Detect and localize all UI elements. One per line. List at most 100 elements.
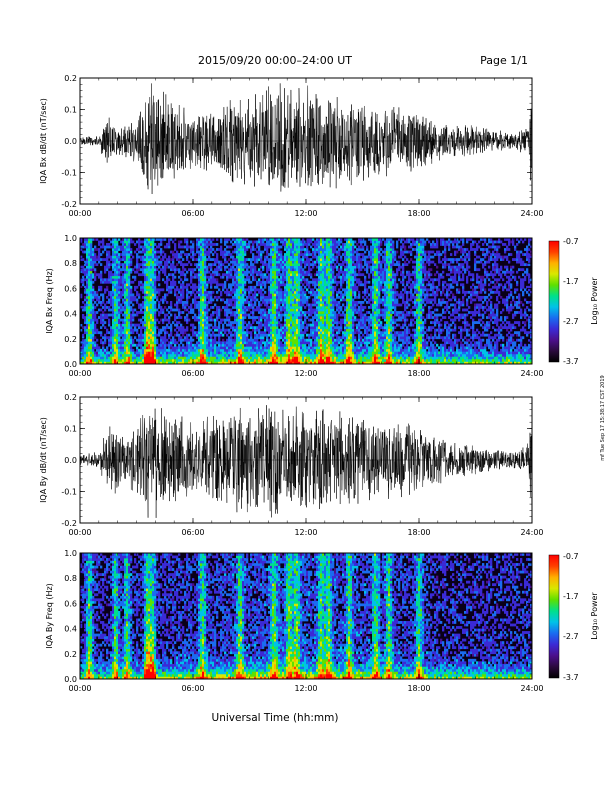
spectrogram-cell	[270, 288, 273, 292]
spectrogram-cell	[216, 306, 219, 309]
spectrogram-cell	[194, 283, 197, 287]
spectrogram-cell	[212, 331, 215, 335]
spectrogram-cell	[248, 288, 251, 292]
spectrogram-cell	[220, 308, 223, 312]
spectrogram-cell	[148, 285, 151, 289]
spectrogram-cell	[280, 295, 283, 299]
spectrogram-cell	[322, 245, 325, 249]
spectrogram-cell	[124, 346, 127, 350]
spectrogram-cell	[262, 280, 265, 284]
spectrogram-cell	[216, 313, 219, 317]
spectrogram-cell	[154, 295, 157, 299]
spectrogram-cell	[124, 341, 127, 345]
spectrogram-cell	[300, 321, 303, 324]
spectrogram-cell	[176, 321, 179, 324]
spectrogram-cell	[222, 343, 225, 347]
spectrogram-cell	[186, 253, 189, 256]
spectrogram-cell	[174, 253, 177, 256]
spectrogram-cell	[316, 240, 319, 244]
spectrogram-cell	[294, 270, 297, 274]
spectrogram-cell	[224, 351, 227, 355]
spectrogram-cell	[260, 331, 263, 335]
spectrogram-cell	[114, 298, 117, 302]
spectrogram-cell	[218, 311, 221, 314]
spectrogram-cell	[118, 290, 121, 294]
spectrogram-cell	[276, 250, 279, 254]
spectrogram-cell	[314, 278, 317, 282]
spectrogram-cell	[88, 333, 91, 337]
spectrogram-cell	[302, 288, 305, 292]
spectrogram-cell	[156, 250, 159, 254]
spectrogram-cell	[264, 243, 267, 246]
spectrogram-cell	[192, 285, 195, 289]
spectrogram-cell	[104, 258, 107, 261]
spectrogram-cell	[206, 295, 209, 299]
spectrogram-cell	[292, 313, 295, 317]
spectrogram-cell	[128, 356, 131, 360]
spectrogram-cell	[194, 306, 197, 309]
spectrogram-cell	[252, 311, 255, 314]
spectrogram-cell	[118, 258, 121, 261]
spectrogram-cell	[290, 255, 293, 259]
spectrogram-cell	[244, 298, 247, 302]
spectrogram-cell	[246, 288, 249, 292]
spectrogram-cell	[216, 341, 219, 345]
spectrogram-cell	[242, 280, 245, 284]
spectrogram-cell	[120, 278, 123, 282]
spectrogram-cell	[138, 243, 141, 246]
spectrogram-cell	[270, 240, 273, 244]
spectrogram-cell	[124, 301, 127, 304]
spectrogram-cell	[282, 283, 285, 287]
spectrogram-cell	[122, 285, 125, 289]
spectrogram-cell	[198, 326, 201, 330]
spectrogram-cell	[310, 311, 313, 314]
spectrogram-cell	[206, 308, 209, 312]
spectrogram-cell	[122, 298, 125, 302]
spectrogram-cell	[128, 323, 131, 327]
spectrogram-cell	[248, 245, 251, 249]
spectrogram-cell	[274, 353, 277, 357]
spectrogram-cell	[318, 313, 321, 317]
spectrogram-cell	[86, 348, 89, 352]
spectrogram-cell	[208, 295, 211, 299]
spectrogram-cell	[122, 341, 125, 345]
spectrogram-cell	[102, 348, 105, 352]
spectrogram-cell	[124, 308, 127, 312]
spectrogram-cell	[326, 318, 329, 322]
spectrogram-cell	[180, 326, 183, 330]
spectrogram-cell	[268, 243, 271, 246]
spectrogram-cell	[94, 263, 97, 267]
spectrogram-cell	[300, 270, 303, 274]
spectrogram-cell	[208, 278, 211, 282]
spectrogram-cell	[206, 311, 209, 314]
spectrogram-cell	[278, 285, 281, 289]
spectrogram-cell	[282, 295, 285, 299]
spectrogram-cell	[314, 358, 317, 362]
spectrogram-cell	[102, 318, 105, 322]
spectrogram-cell	[326, 275, 329, 279]
ytick-label: 0.2	[64, 74, 77, 83]
spectrogram-cell	[286, 321, 289, 324]
spectrogram-cell	[232, 275, 235, 279]
spectrogram-cell	[288, 351, 291, 355]
spectrogram-cell	[146, 245, 149, 249]
spectrogram-cell	[90, 255, 93, 259]
spectrogram-cell	[320, 311, 323, 314]
spectrogram-cell	[278, 280, 281, 284]
spectrogram-cell	[178, 321, 181, 324]
spectrogram-cell	[244, 288, 247, 292]
spectrogram-cell	[228, 258, 231, 261]
spectrogram-cell	[128, 290, 131, 294]
spectrogram-cell	[218, 341, 221, 345]
spectrogram-cell	[292, 253, 295, 256]
spectrogram-cell	[160, 260, 163, 264]
spectrogram-cell	[298, 258, 301, 261]
spectrogram-cell	[158, 351, 161, 355]
spectrogram-cell	[220, 328, 223, 332]
spectrogram-cell	[182, 333, 185, 337]
spectrogram-cell	[312, 353, 315, 357]
spectrogram-cell	[224, 321, 227, 324]
spectrogram-cell	[94, 306, 97, 309]
spectrogram-cell	[318, 255, 321, 259]
spectrogram-cell	[290, 248, 293, 251]
